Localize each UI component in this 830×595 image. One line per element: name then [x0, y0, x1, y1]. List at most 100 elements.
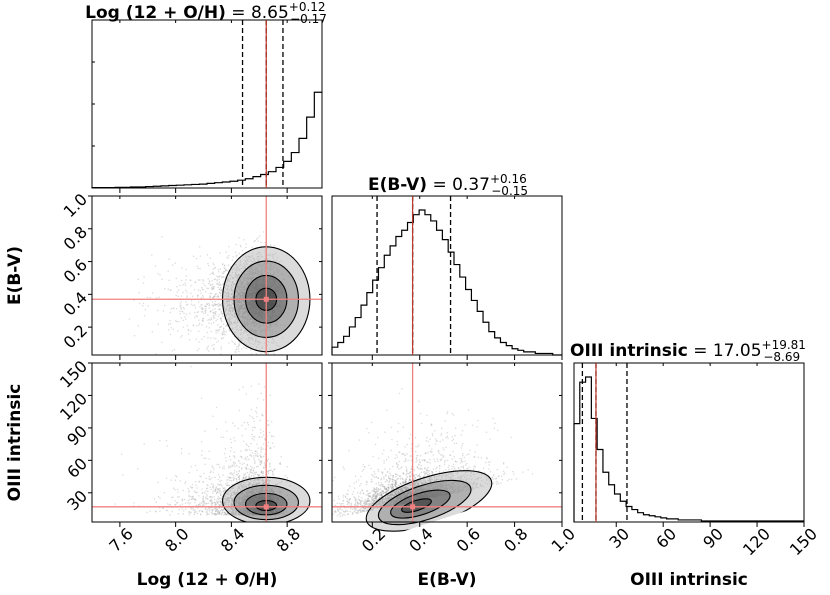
- hist-ebv: [331, 209, 562, 356]
- sample-point: [181, 503, 184, 505]
- sample-point: [261, 472, 263, 475]
- sample-point: [201, 504, 204, 507]
- sample-point: [206, 510, 208, 512]
- sample-point: [230, 480, 232, 482]
- panel-frame: [91, 195, 323, 356]
- sample-point: [268, 366, 269, 367]
- param-title-2: OIII intrinsic = 17.05+19.81 −8.69: [570, 338, 806, 364]
- sample-point: [238, 237, 240, 239]
- sample-point: [258, 459, 260, 461]
- sample-point: [185, 268, 187, 270]
- sample-point: [217, 478, 219, 481]
- sample-point: [234, 477, 236, 479]
- sample-point: [271, 435, 273, 437]
- sample-point: [180, 357, 181, 358]
- sample-point: [201, 441, 203, 443]
- sample-point: [173, 307, 175, 309]
- sample-point: [184, 316, 186, 318]
- sample-point: [210, 488, 212, 491]
- sample-point: [268, 431, 271, 434]
- sample-point: [216, 329, 218, 331]
- sample-point: [253, 472, 255, 475]
- sample-point: [182, 291, 184, 294]
- sample-point: [159, 510, 161, 512]
- sample-point: [208, 350, 210, 352]
- sample-point: [219, 308, 221, 310]
- sample-point: [233, 464, 235, 466]
- sample-point: [221, 303, 223, 305]
- sample-point: [253, 459, 255, 461]
- sample-point: [214, 489, 216, 491]
- sample-point: [253, 457, 255, 459]
- sample-point: [180, 301, 182, 303]
- sample-point: [263, 357, 264, 358]
- sample-point: [209, 509, 211, 511]
- sample-point: [146, 511, 148, 514]
- sample-point: [209, 273, 211, 275]
- sample-point: [209, 319, 212, 321]
- sample-point: [221, 509, 223, 511]
- sample-point: [189, 312, 191, 315]
- sample-point: [272, 470, 274, 472]
- sample-point: [194, 512, 196, 514]
- sample-point: [210, 337, 212, 339]
- sample-point: [212, 492, 214, 494]
- sample-point: [212, 315, 214, 317]
- sample-point: [218, 278, 220, 281]
- sample-point: [221, 305, 223, 307]
- sample-point: [257, 455, 259, 457]
- sample-point: [248, 468, 250, 470]
- sample-point: [219, 484, 221, 486]
- sample-point: [255, 407, 258, 409]
- sample-point: [251, 416, 253, 418]
- sample-point: [201, 310, 203, 312]
- sample-point: [267, 353, 269, 355]
- sample-point: [207, 337, 209, 339]
- sample-point: [220, 479, 223, 481]
- sample-point: [218, 484, 220, 486]
- sample-point: [128, 318, 130, 320]
- sample-point: [270, 244, 272, 246]
- sample-point: [234, 425, 236, 427]
- sample-point: [238, 478, 240, 481]
- sample-point: [228, 513, 230, 516]
- sample-point: [213, 484, 215, 487]
- sample-point: [243, 462, 245, 464]
- sample-point: [245, 475, 248, 478]
- sample-point: [227, 484, 230, 486]
- sample-point: [256, 238, 258, 240]
- sample-point: [208, 280, 211, 282]
- sample-point: [248, 445, 250, 448]
- sample-point: [238, 460, 240, 462]
- sample-point: [176, 320, 178, 323]
- sample-point: [208, 322, 210, 324]
- sample-point: [188, 498, 190, 501]
- sample-point: [174, 262, 176, 264]
- sample-point: [155, 297, 158, 299]
- sample-point: [263, 462, 266, 464]
- sample-point: [192, 509, 195, 512]
- sample-point: [147, 305, 149, 307]
- sample-point: [201, 295, 204, 297]
- sample-point: [252, 452, 254, 454]
- sample-point: [213, 317, 215, 319]
- sample-point: [212, 286, 214, 288]
- sample-point: [192, 497, 194, 500]
- sample-point: [206, 513, 209, 515]
- sample-point: [234, 343, 236, 345]
- sample-point: [249, 471, 251, 473]
- sample-point: [236, 254, 238, 256]
- sample-point: [133, 335, 136, 337]
- sample-point: [253, 240, 255, 242]
- sample-point: [226, 430, 228, 432]
- sample-point: [194, 281, 196, 284]
- sample-point: [218, 276, 220, 278]
- sample-point: [260, 457, 262, 459]
- sample-point: [218, 488, 220, 491]
- sample-point: [206, 514, 208, 516]
- sample-point: [259, 429, 262, 431]
- sample-point: [177, 330, 179, 332]
- sample-point: [206, 254, 208, 256]
- sample-point: [196, 325, 198, 327]
- sample-point: [237, 476, 240, 479]
